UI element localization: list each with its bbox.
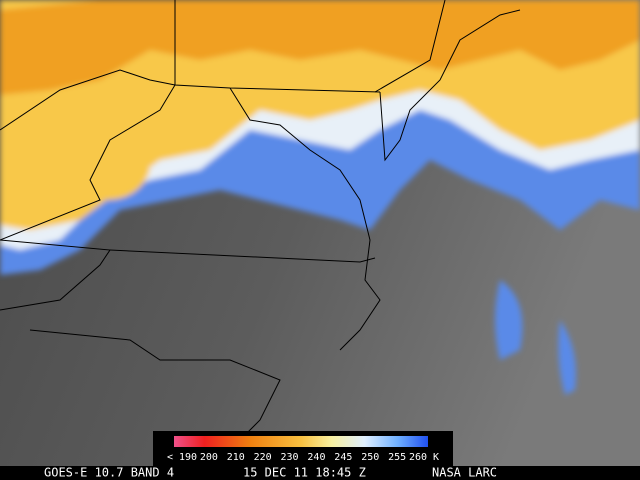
- borders: [0, 0, 520, 440]
- legend-labels: < 190 200 210 220 230 240 245 250 255 260 K: [167, 452, 439, 463]
- legend-label: 220: [254, 452, 272, 463]
- legend-label: 230: [281, 452, 299, 463]
- legend-label: 240: [307, 452, 325, 463]
- legend-scale: [174, 436, 428, 447]
- credit-label: NASA LARC: [432, 466, 497, 480]
- legend-label: 260 K: [409, 452, 439, 463]
- legend-label: < 190: [167, 452, 197, 463]
- legend-label: 255: [388, 452, 406, 463]
- legend-label: 245: [334, 452, 352, 463]
- satellite-label: GOES-E 10.7 BAND 4: [44, 466, 174, 480]
- legend-label: 200: [200, 452, 218, 463]
- legend-label: 250: [361, 452, 379, 463]
- legend-label: 210: [227, 452, 245, 463]
- clouds: [0, 0, 640, 395]
- datetime-label: 15 DEC 11 18:45 Z: [243, 466, 366, 480]
- footer-bar: [0, 466, 640, 480]
